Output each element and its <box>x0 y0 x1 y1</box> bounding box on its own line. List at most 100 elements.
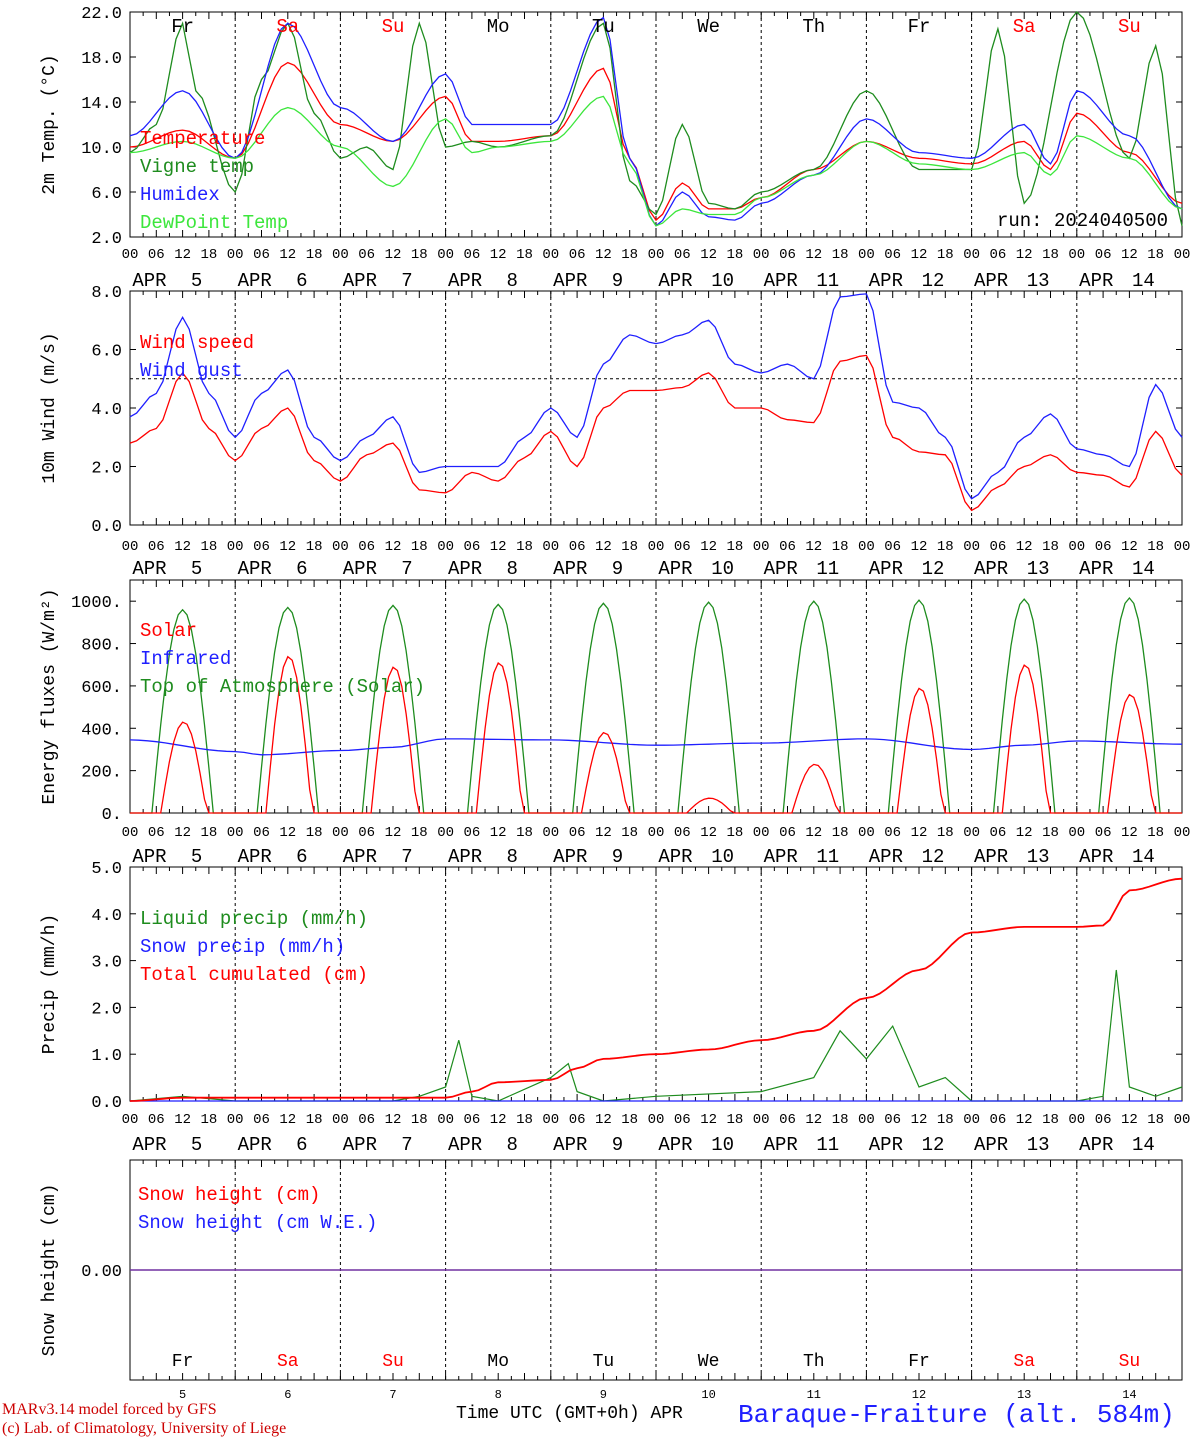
hour-tick-label: 00 <box>437 1112 454 1128</box>
date-label-month: APR <box>974 270 1008 292</box>
hour-tick-label: 00 <box>542 1112 559 1128</box>
hour-tick-label: 00 <box>1068 539 1085 555</box>
hour-tick-label: 00 <box>753 825 770 841</box>
series-line <box>129 969 1183 1102</box>
date-label-month: APR <box>238 270 272 292</box>
hour-tick-label: 12 <box>700 247 717 263</box>
date-label-day: 5 <box>191 558 202 580</box>
hour-tick-label: 06 <box>989 539 1006 555</box>
hour-tick-label: 00 <box>753 247 770 263</box>
date-number-label: 9 <box>600 1388 607 1402</box>
hour-tick-label: 00 <box>1174 825 1191 841</box>
hour-tick-label: 06 <box>884 825 901 841</box>
hour-tick-label: 00 <box>963 1112 980 1128</box>
date-label-day: 10 <box>711 558 734 580</box>
y-tick-label: 2.0 <box>91 230 122 249</box>
weekday-label: Sa <box>276 16 299 38</box>
date-label-day: 14 <box>1132 558 1155 580</box>
y-tick-label: 22.0 <box>81 5 122 24</box>
hour-tick-label: 12 <box>385 1112 402 1128</box>
date-number-label: 14 <box>1122 1388 1136 1402</box>
hour-tick-label: 00 <box>1068 1112 1085 1128</box>
date-number-label: 6 <box>284 1388 291 1402</box>
hour-tick-label: 06 <box>358 1112 375 1128</box>
hour-tick-label: 06 <box>884 1112 901 1128</box>
hour-tick-label: 06 <box>674 1112 691 1128</box>
date-label-month: APR <box>764 846 798 868</box>
hour-tick-label: 06 <box>779 1112 796 1128</box>
legend-entry: Total cumulated (cm) <box>140 964 368 986</box>
hour-tick-label: 00 <box>648 825 665 841</box>
date-label-day: 13 <box>1027 558 1050 580</box>
weekday-label: Su <box>1119 1352 1141 1372</box>
date-label-day: 7 <box>401 1134 412 1156</box>
hour-tick-label: 12 <box>1121 247 1138 263</box>
date-label-day: 8 <box>506 1134 517 1156</box>
date-label-month: APR <box>132 558 166 580</box>
hour-tick-label: 12 <box>174 1112 191 1128</box>
date-label-day: 12 <box>922 558 945 580</box>
hour-tick-label: 18 <box>832 825 849 841</box>
hour-tick-label: 18 <box>411 247 428 263</box>
hour-tick-label: 12 <box>911 247 928 263</box>
y-tick-label: 1.0 <box>91 1047 122 1066</box>
date-label-month: APR <box>869 558 903 580</box>
hour-tick-label: 06 <box>674 247 691 263</box>
hour-tick-label: 00 <box>122 539 139 555</box>
hour-tick-label: 12 <box>385 247 402 263</box>
weekday-label: Fr <box>172 1352 194 1372</box>
hour-tick-label: 18 <box>306 247 323 263</box>
hour-tick-label: 00 <box>648 247 665 263</box>
date-label-day: 13 <box>1027 1134 1050 1156</box>
hour-tick-label: 18 <box>1042 539 1059 555</box>
hour-tick-label: 06 <box>148 825 165 841</box>
date-label-month: APR <box>238 1134 272 1156</box>
date-number-label: 5 <box>179 1388 186 1402</box>
date-label-month: APR <box>448 558 482 580</box>
hour-tick-label: 00 <box>437 247 454 263</box>
hour-tick-label: 00 <box>542 247 559 263</box>
hour-tick-label: 18 <box>411 825 428 841</box>
hour-tick-label: 00 <box>542 539 559 555</box>
hour-tick-label: 00 <box>332 247 349 263</box>
hour-tick-label: 00 <box>227 1112 244 1128</box>
legend-entry: Wind speed <box>140 332 254 354</box>
hour-tick-label: 18 <box>516 247 533 263</box>
legend-entry: Snow height (cm W.E.) <box>138 1212 377 1234</box>
date-label-day: 10 <box>711 1134 734 1156</box>
hour-tick-label: 18 <box>1042 1112 1059 1128</box>
date-label-day: 11 <box>816 1134 839 1156</box>
date-label-day: 7 <box>401 846 412 868</box>
hour-tick-label: 00 <box>332 825 349 841</box>
date-label-month: APR <box>1079 270 1113 292</box>
date-label-month: APR <box>238 558 272 580</box>
series-line <box>129 95 1183 227</box>
y-axis-label: Precip (mm/h) <box>40 914 60 1054</box>
series-line <box>129 354 1183 512</box>
series-line <box>129 877 1183 1102</box>
hour-tick-label: 06 <box>358 539 375 555</box>
hour-tick-label: 00 <box>227 539 244 555</box>
hour-tick-label: 06 <box>989 1112 1006 1128</box>
hour-tick-label: 12 <box>911 1112 928 1128</box>
hour-tick-label: 12 <box>385 825 402 841</box>
date-label-month: APR <box>764 270 798 292</box>
y-tick-label: 8.0 <box>91 284 122 303</box>
date-label-month: APR <box>1079 558 1113 580</box>
hour-tick-label: 12 <box>279 825 296 841</box>
hour-tick-label: 00 <box>858 539 875 555</box>
hour-tick-label: 12 <box>174 247 191 263</box>
hour-tick-label: 18 <box>1147 247 1164 263</box>
hour-tick-label: 12 <box>595 247 612 263</box>
y-axis-label: 2m Temp. (°C) <box>40 54 60 194</box>
hour-tick-label: 00 <box>122 247 139 263</box>
date-number-label: 7 <box>389 1388 396 1402</box>
hour-tick-label: 18 <box>832 247 849 263</box>
hour-tick-label: 12 <box>279 539 296 555</box>
date-label-month: APR <box>658 846 692 868</box>
hour-tick-label: 00 <box>1174 539 1191 555</box>
hour-tick-label: 06 <box>779 539 796 555</box>
hour-tick-label: 18 <box>621 1112 638 1128</box>
y-tick-label: 2.0 <box>91 460 122 479</box>
hour-tick-label: 06 <box>253 1112 270 1128</box>
